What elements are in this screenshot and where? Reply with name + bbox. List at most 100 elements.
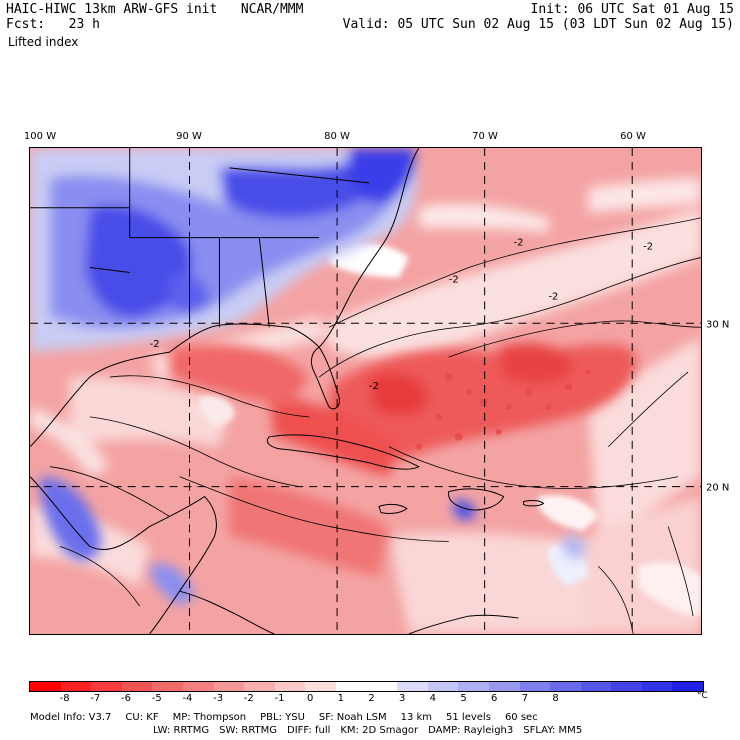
red-hotspot-1 (368, 373, 429, 416)
pale-band-top-right (588, 177, 701, 213)
red-gulf-zone (169, 343, 310, 407)
contours (49, 217, 701, 634)
speckle (435, 413, 442, 420)
colorbar-swatch (580, 682, 612, 691)
contour-label: -2 (449, 274, 459, 285)
blue-mexico-coast (39, 476, 101, 561)
lon-label-60w: 60 W (620, 131, 646, 142)
colorbar-tick-label: -3 (213, 693, 224, 704)
center-name: NCAR/MMM (240, 2, 304, 17)
colorbar-swatch (121, 682, 153, 691)
colorbar-tick-label: -6 (121, 693, 132, 704)
colorbar-tick-label: 6 (491, 693, 498, 704)
colorbar-swatch (182, 682, 214, 691)
speckle (585, 369, 592, 376)
colorbar-swatch (488, 682, 520, 691)
contour-line (89, 416, 300, 487)
contour-line (318, 257, 701, 378)
colorbar-swatch (397, 682, 428, 691)
lon-label-70w: 70 W (472, 131, 498, 142)
contour-label: -2 (369, 381, 379, 392)
colorbar-swatch (60, 682, 92, 691)
model-info-item: LW: RRTMG (153, 725, 210, 736)
forecast-value: 23 h (68, 17, 100, 32)
model-title: HAIC-HIWC 13km ARW-GFS init NCAR/MMM (6, 2, 303, 17)
model-info-item: SF: Noah LSM (318, 712, 387, 723)
colorbar-swatch (335, 682, 367, 691)
pale-band-top-mid (418, 203, 549, 233)
colorbar-tick-label: -5 (151, 693, 162, 704)
model-info-item: CU: KF (125, 712, 159, 723)
white-patch-gulf (199, 395, 235, 427)
neutral-patches (199, 242, 701, 617)
contour-line (667, 526, 694, 617)
central-america (179, 590, 275, 634)
init-time: Init: 06 UTC Sat 01 Aug 15 (530, 2, 735, 17)
contour-line (59, 545, 141, 607)
colorbar-tick-label: 3 (398, 693, 406, 704)
red-cuba-zone (269, 396, 399, 477)
contour-line (49, 466, 170, 517)
model-info-item: 13 km (400, 712, 433, 723)
south-america-coast (408, 614, 519, 634)
model-info-item: MP: Thompson (172, 712, 247, 723)
colorbar-tick-label: 1 (337, 693, 344, 704)
colorbar-tick-label: -7 (90, 693, 101, 704)
blue-deep-central (84, 205, 193, 318)
speckle (415, 443, 422, 450)
valid-time: Valid: 05 UTC Sun 02 Aug 15 (03 LDT Sun … (342, 17, 734, 32)
colorbar-swatch (550, 682, 581, 691)
contour-line (448, 320, 701, 358)
model-info-item: 60 sec (504, 712, 538, 723)
us-atlantic-coast (318, 148, 420, 348)
red-carib-zone (229, 476, 389, 577)
colorbar-tick-label: 7 (521, 693, 529, 704)
speckle (465, 389, 472, 395)
model-info-item: KM: 2D Smagor (340, 725, 419, 736)
colorbar-tick-label: 0 (306, 693, 314, 704)
colorbar (29, 681, 704, 692)
colorbar-tick-label: -2 (243, 693, 254, 704)
state-border (258, 237, 270, 328)
coastlines (30, 148, 545, 634)
contour-line (607, 371, 689, 448)
model-info-line2: LW: RRTMG SW: RRTMG DIFF: full KM: 2D Smago… (153, 725, 592, 737)
contour-line (598, 565, 634, 634)
model-info-item: PBL: YSU (260, 712, 305, 723)
state-border (89, 267, 130, 273)
stable-blue-zones (30, 148, 586, 607)
colorbar-swatch (30, 682, 61, 691)
colorbar-unit: °C (697, 691, 708, 701)
lon-label-100w: 100 W (23, 131, 57, 142)
colorbar-tick-label: 5 (460, 693, 467, 704)
cuba (266, 434, 420, 470)
colorbar-swatch (305, 682, 336, 691)
colorbar-swatch (366, 682, 398, 691)
speckle (454, 432, 463, 441)
speckle (495, 428, 502, 435)
colorbar-swatch (152, 682, 183, 691)
pale-band-atlantic-north (329, 207, 701, 359)
florida-peninsula (310, 346, 340, 410)
contour-label: -2 (514, 238, 524, 249)
convective-speckles (415, 369, 592, 450)
red-hotspot-2 (498, 343, 574, 384)
blue-honduras (149, 563, 195, 607)
lon-label-80w: 80 W (324, 131, 350, 142)
blue-deep-tn (219, 152, 390, 218)
lon-label-90w: 90 W (176, 131, 202, 142)
model-name: HAIC-HIWC 13km ARW-GFS init (6, 2, 218, 17)
hispaniola (448, 488, 505, 511)
colorbar-swatch (427, 682, 459, 691)
contour-label: -2 (548, 291, 558, 302)
colorbar-swatch (213, 682, 245, 691)
speckle (444, 373, 453, 382)
us-gulf-coast (30, 323, 320, 448)
contour-label: -2 (643, 242, 653, 253)
colorbar-tick-label: 2 (368, 693, 375, 704)
blue-deep-east (347, 148, 416, 204)
colorbar-swatch (91, 682, 122, 691)
speckle (524, 388, 533, 396)
model-info-item: DIFF: full (287, 725, 331, 736)
speckle (505, 403, 512, 410)
